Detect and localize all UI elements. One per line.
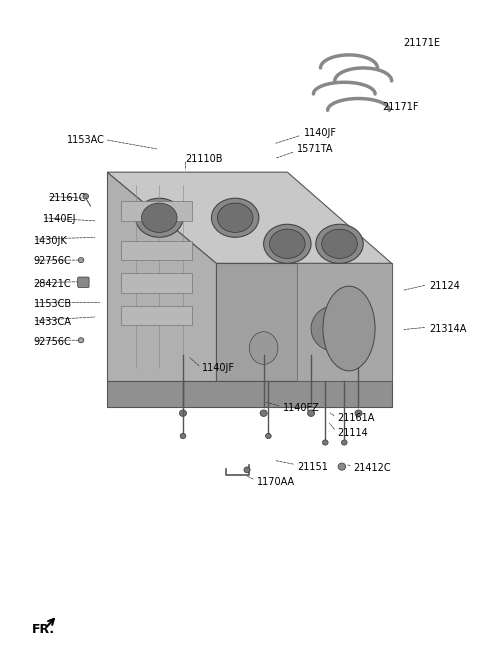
Text: 92756C: 92756C xyxy=(34,336,72,346)
Ellipse shape xyxy=(212,198,259,237)
Text: 1153CB: 1153CB xyxy=(34,299,72,309)
Ellipse shape xyxy=(180,434,186,439)
Ellipse shape xyxy=(78,258,84,263)
Polygon shape xyxy=(121,273,192,292)
Text: 21171F: 21171F xyxy=(382,102,419,112)
Polygon shape xyxy=(216,263,392,380)
Polygon shape xyxy=(107,172,392,263)
Ellipse shape xyxy=(316,224,363,263)
Ellipse shape xyxy=(78,338,84,343)
Ellipse shape xyxy=(323,440,328,445)
Text: 21412C: 21412C xyxy=(354,463,391,473)
Ellipse shape xyxy=(80,259,82,261)
Polygon shape xyxy=(121,240,192,260)
Text: FR.: FR. xyxy=(32,623,55,636)
Text: 1170AA: 1170AA xyxy=(256,476,295,487)
Polygon shape xyxy=(107,172,216,380)
Ellipse shape xyxy=(322,229,357,258)
Ellipse shape xyxy=(338,463,346,470)
Polygon shape xyxy=(107,380,392,407)
Ellipse shape xyxy=(308,410,314,417)
Text: 21314A: 21314A xyxy=(430,323,467,334)
Text: 92756C: 92756C xyxy=(34,256,72,266)
Ellipse shape xyxy=(180,410,187,417)
Text: 1571TA: 1571TA xyxy=(297,145,333,154)
Ellipse shape xyxy=(264,224,311,263)
Ellipse shape xyxy=(260,410,267,417)
Text: 1430JK: 1430JK xyxy=(34,236,67,246)
Ellipse shape xyxy=(244,467,250,473)
Ellipse shape xyxy=(250,332,278,365)
Text: 1140JF: 1140JF xyxy=(202,363,235,373)
Ellipse shape xyxy=(135,198,183,237)
Text: 21114: 21114 xyxy=(337,428,368,438)
Polygon shape xyxy=(297,263,392,380)
Ellipse shape xyxy=(80,339,82,341)
Text: 1140EJ: 1140EJ xyxy=(43,214,77,224)
Polygon shape xyxy=(121,306,192,325)
Ellipse shape xyxy=(323,286,375,371)
Text: 21161A: 21161A xyxy=(337,413,374,423)
Text: 28421C: 28421C xyxy=(34,279,71,289)
Text: 1433CA: 1433CA xyxy=(34,317,72,327)
Text: 1140FZ: 1140FZ xyxy=(283,403,319,413)
Text: 21161C: 21161C xyxy=(48,193,85,203)
Ellipse shape xyxy=(83,194,89,199)
Text: 21171E: 21171E xyxy=(404,38,441,48)
FancyBboxPatch shape xyxy=(78,277,89,288)
Ellipse shape xyxy=(142,203,177,233)
Text: 21151: 21151 xyxy=(297,462,328,472)
Text: 21110B: 21110B xyxy=(185,154,223,164)
Ellipse shape xyxy=(217,203,253,233)
Ellipse shape xyxy=(270,229,305,258)
Ellipse shape xyxy=(311,306,359,351)
Ellipse shape xyxy=(265,434,271,439)
Ellipse shape xyxy=(341,440,347,445)
Text: 1140JF: 1140JF xyxy=(304,128,337,138)
Ellipse shape xyxy=(355,410,362,417)
Text: 21124: 21124 xyxy=(430,281,460,291)
Polygon shape xyxy=(121,202,192,221)
Text: 1153AC: 1153AC xyxy=(67,135,105,145)
